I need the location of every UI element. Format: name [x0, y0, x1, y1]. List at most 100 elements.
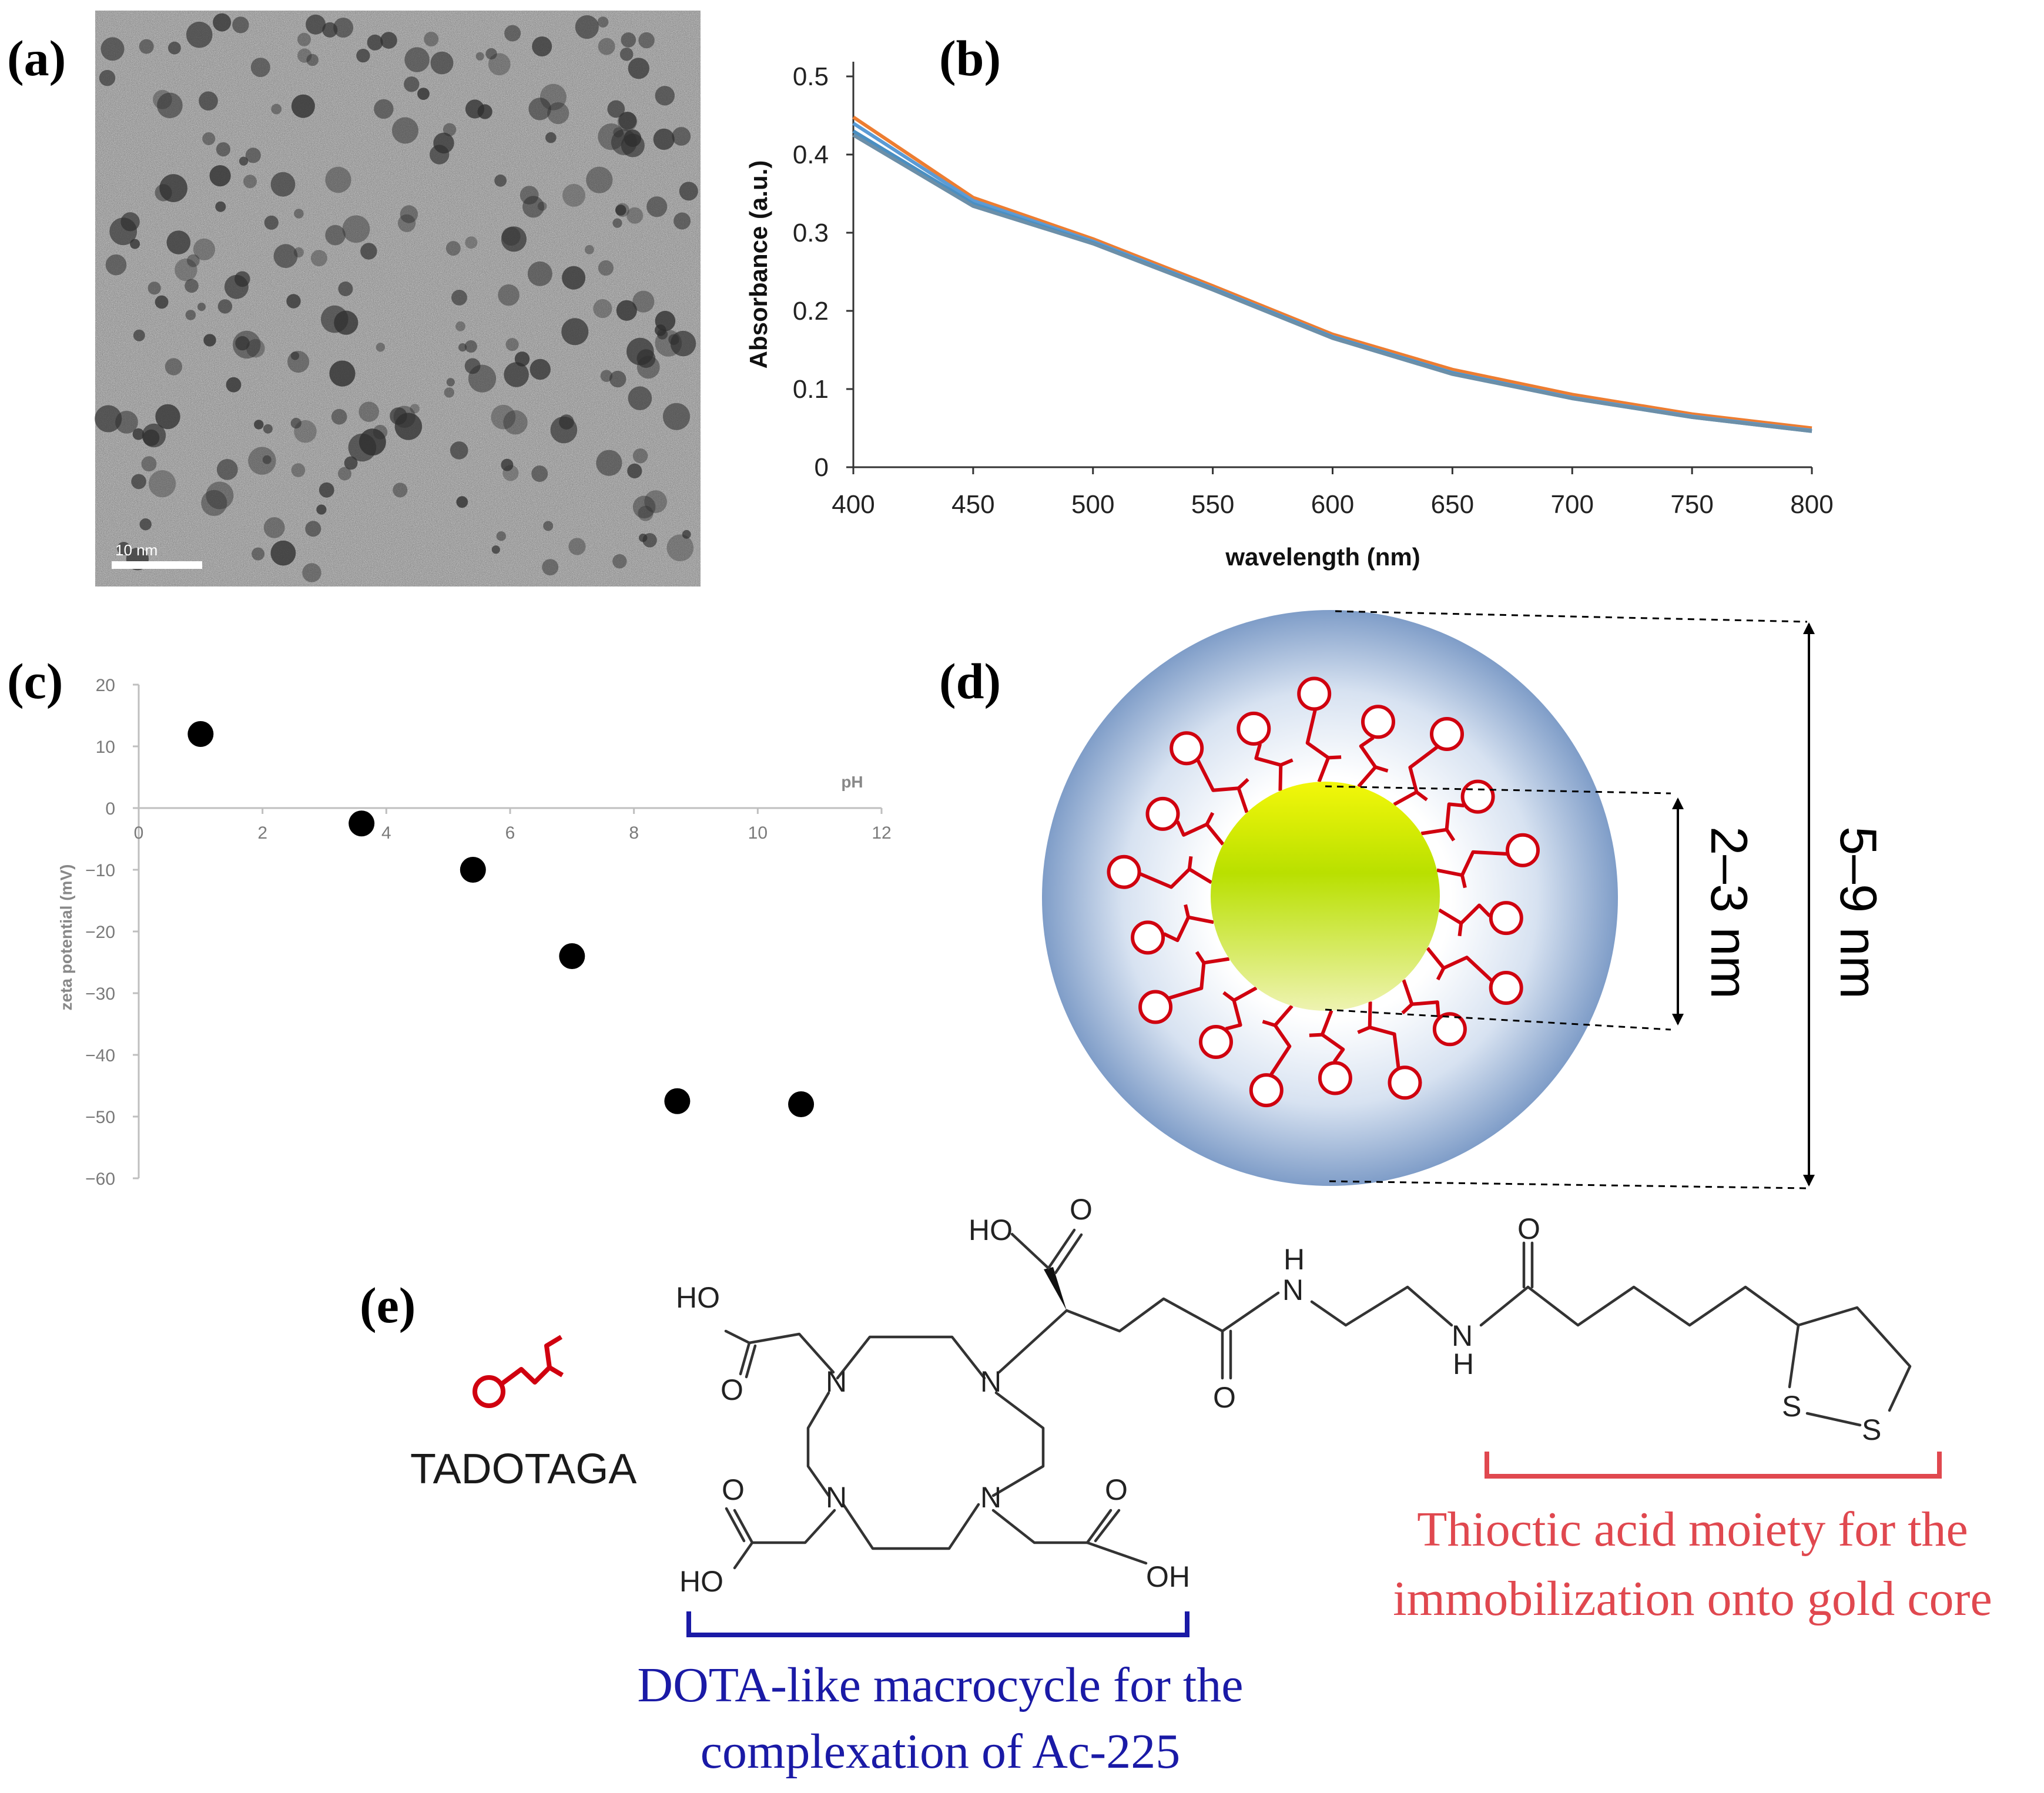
- nanoparticle-dot: [246, 339, 265, 358]
- atom-o: O: [722, 1473, 745, 1506]
- ligand-chain: [1357, 736, 1378, 788]
- inner-dim-top-guide: [1325, 785, 1671, 795]
- nanoparticle-dot: [201, 490, 227, 517]
- nanoparticle-dot: [185, 310, 196, 320]
- atom-n: N: [1282, 1273, 1304, 1306]
- nanoparticle-dot: [607, 100, 625, 118]
- atom-o: O: [721, 1373, 743, 1406]
- nanoparticle-dot: [655, 86, 675, 106]
- panel-a-label: (a): [7, 30, 66, 86]
- nanoparticle-dot: [465, 236, 478, 249]
- nanoparticle-dot: [410, 404, 420, 414]
- atom-h: H: [1453, 1348, 1474, 1380]
- nanoparticle-dot: [505, 338, 519, 351]
- atom-n: N: [980, 1481, 1001, 1514]
- ligand-head: [1432, 1012, 1467, 1047]
- nanoparticle-dot: [322, 22, 338, 38]
- ligand-branch: [1195, 951, 1205, 964]
- b-x-tick-label: 550: [1191, 490, 1234, 519]
- ligand-branch: [1184, 904, 1191, 918]
- outer-dim-bottom-guide: [1329, 1180, 1808, 1189]
- nanoparticle-dot: [491, 404, 516, 430]
- ligand-head: [1388, 1065, 1422, 1100]
- nanoparticle-dot: [501, 227, 521, 246]
- nanoparticle-dot: [600, 370, 613, 382]
- nanoparticle-dot: [400, 205, 418, 223]
- nanoparticle-dot: [291, 94, 315, 118]
- nanoparticle-dot: [360, 243, 377, 260]
- ligand-chain: [1438, 903, 1492, 925]
- c-x-tick-label: 2: [257, 823, 267, 843]
- nanoparticle-dot: [531, 465, 548, 482]
- b-x-tick-label: 450: [951, 490, 994, 519]
- nanoparticle-dot: [616, 300, 637, 321]
- nanoparticle-dot: [105, 254, 127, 276]
- b-series-line-0: [852, 115, 1812, 430]
- nanoparticle-dot: [496, 531, 506, 541]
- b-x-axis-label: wavelength (nm): [1225, 543, 1420, 571]
- nanoparticle-dot: [215, 201, 226, 212]
- nanoparticle-diagram: 2–3 nm 5–9 nm: [1042, 610, 1888, 1189]
- nanoparticle-dot: [638, 505, 654, 521]
- nanoparticle-dot: [290, 418, 301, 429]
- b-x-tick-label: 700: [1551, 490, 1594, 519]
- b-y-tick-label: 0.2: [793, 297, 829, 326]
- nanoparticle-dot: [498, 284, 520, 306]
- ligand-branch: [1222, 991, 1235, 1002]
- nanoparticle-dot: [149, 470, 176, 498]
- c-data-point: [559, 943, 585, 969]
- b-series-line-3: [852, 133, 1812, 433]
- nanoparticle-dot: [100, 37, 125, 61]
- atom-ho: HO: [679, 1565, 723, 1598]
- nanoparticle-dot: [653, 128, 675, 150]
- nanoparticle-dot: [270, 172, 296, 197]
- nanoparticle-dot: [239, 156, 249, 166]
- nanoparticle-dot: [628, 58, 649, 79]
- nanoparticle-dot: [504, 362, 529, 387]
- nanoparticle-dot: [186, 21, 213, 48]
- nanoparticle-dot: [632, 448, 648, 464]
- nanoparticle-dot: [502, 465, 519, 481]
- b-x-tick-label: 650: [1431, 490, 1474, 519]
- nanoparticle-dot: [624, 129, 642, 147]
- b-y-tick-label: 0.5: [793, 62, 829, 91]
- nanoparticle-dot: [213, 13, 232, 32]
- nanoparticle-dot: [609, 370, 626, 388]
- nanoparticle-dot: [626, 207, 644, 224]
- nanoparticle-dot: [344, 456, 358, 470]
- nanoparticle-dot: [168, 41, 181, 55]
- nanoparticle-dot: [393, 482, 408, 498]
- atom-n: N: [826, 1481, 847, 1514]
- nanoparticle-dot: [263, 517, 285, 538]
- c-x-tick-label: 12: [872, 823, 891, 843]
- nanoparticle-dot: [217, 299, 233, 314]
- nanoparticle-dot: [618, 112, 637, 130]
- b-x-tick-label: 600: [1311, 490, 1354, 519]
- nanoparticle-dot: [655, 310, 676, 331]
- ligand-head: [1170, 731, 1204, 766]
- nanoparticle-dot: [575, 15, 599, 39]
- nanoparticle-dot: [243, 175, 257, 189]
- c-y-tick-label: −60: [85, 1169, 115, 1189]
- nanoparticle-dot: [271, 103, 282, 115]
- nanoparticle-dot: [294, 209, 304, 219]
- ligand-branch: [1436, 967, 1446, 981]
- nanoparticle-dot: [157, 92, 183, 119]
- nanoparticle-dot: [430, 51, 454, 75]
- nanoparticle-dot: [141, 456, 157, 472]
- nanoparticle-dot: [666, 534, 694, 561]
- nanoparticle-dot: [477, 104, 492, 119]
- nanoparticle-dot: [273, 244, 298, 269]
- nanoparticle-dot: [530, 358, 551, 380]
- ligand-branch: [1280, 758, 1294, 767]
- ligand-chain: [1140, 867, 1212, 889]
- nanoparticle-dot: [290, 351, 300, 360]
- nanoparticle-dot: [206, 481, 234, 510]
- nanoparticle-dot: [338, 281, 353, 296]
- nanoparticle-dot: [628, 386, 652, 410]
- ligand-branch: [1460, 874, 1467, 889]
- c-x-tick-label: 4: [381, 823, 391, 843]
- nanoparticle-dot: [224, 274, 249, 299]
- nanoparticle-dot: [682, 529, 691, 539]
